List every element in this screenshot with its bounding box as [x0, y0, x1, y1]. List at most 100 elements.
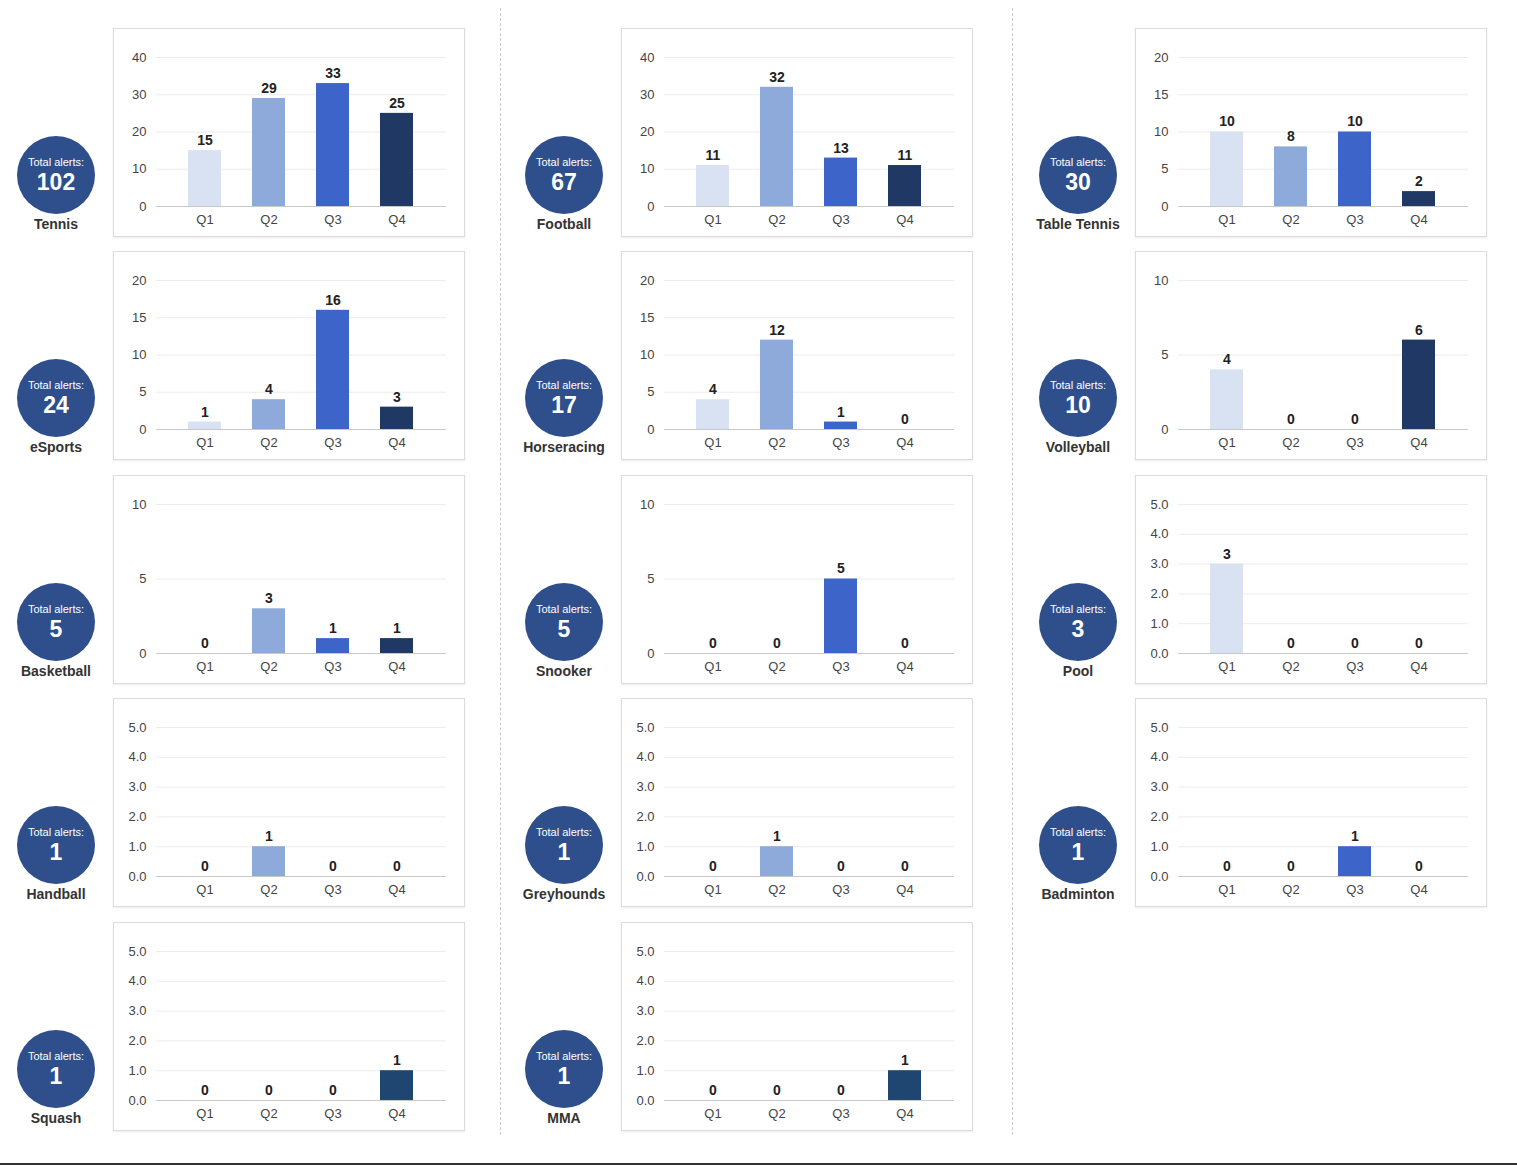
svg-text:5: 5 — [139, 571, 146, 586]
svg-text:1: 1 — [837, 404, 845, 420]
svg-text:Q2: Q2 — [260, 882, 277, 897]
svg-text:5: 5 — [1161, 161, 1168, 176]
svg-text:32: 32 — [769, 69, 785, 85]
svg-text:0: 0 — [265, 1082, 273, 1098]
svg-text:0: 0 — [901, 635, 909, 651]
svg-text:0: 0 — [1287, 411, 1295, 427]
svg-text:10: 10 — [1154, 124, 1168, 139]
svg-text:25: 25 — [389, 95, 405, 111]
svg-text:Q1: Q1 — [196, 212, 213, 227]
svg-text:Q1: Q1 — [196, 1106, 213, 1121]
svg-text:Q3: Q3 — [324, 212, 341, 227]
svg-text:20: 20 — [132, 124, 146, 139]
svg-text:0: 0 — [1223, 858, 1231, 874]
svg-text:0: 0 — [647, 199, 654, 214]
svg-text:Q1: Q1 — [1218, 212, 1235, 227]
svg-text:0: 0 — [329, 1082, 337, 1098]
svg-text:0.0: 0.0 — [636, 1093, 654, 1108]
svg-text:0: 0 — [1161, 422, 1168, 437]
svg-text:Q2: Q2 — [768, 882, 785, 897]
svg-text:10: 10 — [132, 497, 146, 512]
svg-text:33: 33 — [325, 65, 341, 81]
svg-text:0: 0 — [773, 635, 781, 651]
svg-text:Q1: Q1 — [1218, 659, 1235, 674]
svg-text:3: 3 — [265, 590, 273, 606]
svg-text:10: 10 — [1154, 273, 1168, 288]
svg-text:0.0: 0.0 — [128, 1093, 146, 1108]
svg-text:29: 29 — [261, 80, 277, 96]
svg-text:Q1: Q1 — [1218, 435, 1235, 450]
svg-text:Q4: Q4 — [388, 435, 405, 450]
svg-text:Q4: Q4 — [1410, 882, 1427, 897]
svg-text:Q3: Q3 — [1346, 659, 1363, 674]
svg-text:0.0: 0.0 — [1150, 646, 1168, 661]
svg-text:Q2: Q2 — [260, 435, 277, 450]
svg-text:Q4: Q4 — [1410, 435, 1427, 450]
svg-text:10: 10 — [132, 347, 146, 362]
svg-text:Q3: Q3 — [324, 882, 341, 897]
svg-text:Q3: Q3 — [832, 1106, 849, 1121]
svg-text:1: 1 — [265, 828, 273, 844]
svg-text:5: 5 — [1161, 347, 1168, 362]
svg-text:1: 1 — [901, 1052, 909, 1068]
svg-text:2.0: 2.0 — [1150, 586, 1168, 601]
svg-text:4.0: 4.0 — [636, 973, 654, 988]
svg-text:0: 0 — [1161, 199, 1168, 214]
svg-text:0: 0 — [1287, 858, 1295, 874]
svg-text:Q2: Q2 — [768, 659, 785, 674]
svg-text:Q4: Q4 — [388, 659, 405, 674]
svg-text:0: 0 — [709, 1082, 717, 1098]
svg-text:Q2: Q2 — [1282, 882, 1299, 897]
svg-text:3.0: 3.0 — [128, 779, 146, 794]
svg-text:0: 0 — [201, 635, 209, 651]
svg-text:1.0: 1.0 — [128, 839, 146, 854]
svg-text:16: 16 — [325, 292, 341, 308]
svg-text:0: 0 — [329, 858, 337, 874]
svg-text:Q2: Q2 — [260, 212, 277, 227]
svg-text:Q2: Q2 — [1282, 659, 1299, 674]
svg-text:1: 1 — [329, 620, 337, 636]
svg-text:Q1: Q1 — [1218, 882, 1235, 897]
svg-text:4.0: 4.0 — [128, 749, 146, 764]
svg-text:0: 0 — [901, 411, 909, 427]
svg-text:Q1: Q1 — [704, 1106, 721, 1121]
svg-text:4: 4 — [265, 381, 273, 397]
svg-text:5: 5 — [647, 571, 654, 586]
svg-text:Q1: Q1 — [704, 212, 721, 227]
svg-text:Q4: Q4 — [1410, 659, 1427, 674]
svg-text:0: 0 — [1415, 635, 1423, 651]
svg-text:Q3: Q3 — [1346, 212, 1363, 227]
svg-text:3.0: 3.0 — [128, 1003, 146, 1018]
svg-text:4: 4 — [1223, 351, 1231, 367]
svg-text:Q4: Q4 — [388, 212, 405, 227]
svg-text:0: 0 — [647, 646, 654, 661]
svg-text:3.0: 3.0 — [1150, 779, 1168, 794]
svg-text:3.0: 3.0 — [1150, 556, 1168, 571]
svg-text:10: 10 — [1219, 113, 1235, 129]
svg-text:0.0: 0.0 — [128, 869, 146, 884]
svg-text:5: 5 — [837, 560, 845, 576]
svg-text:1.0: 1.0 — [636, 1063, 654, 1078]
svg-text:Q1: Q1 — [196, 435, 213, 450]
svg-text:5: 5 — [647, 384, 654, 399]
svg-text:Q3: Q3 — [1346, 435, 1363, 450]
svg-text:Q3: Q3 — [324, 435, 341, 450]
svg-text:3.0: 3.0 — [636, 1003, 654, 1018]
svg-text:1: 1 — [201, 404, 209, 420]
svg-text:Q4: Q4 — [388, 882, 405, 897]
svg-text:0.0: 0.0 — [636, 869, 654, 884]
svg-text:4.0: 4.0 — [1150, 749, 1168, 764]
svg-text:0: 0 — [1351, 635, 1359, 651]
svg-text:2.0: 2.0 — [128, 809, 146, 824]
svg-text:Q2: Q2 — [768, 1106, 785, 1121]
svg-text:0: 0 — [139, 646, 146, 661]
svg-text:5.0: 5.0 — [636, 720, 654, 735]
svg-text:5.0: 5.0 — [128, 944, 146, 959]
svg-text:1: 1 — [393, 1052, 401, 1068]
svg-text:Q4: Q4 — [896, 212, 913, 227]
svg-text:2: 2 — [1415, 173, 1423, 189]
svg-text:Q4: Q4 — [1410, 212, 1427, 227]
svg-text:6: 6 — [1415, 322, 1423, 338]
svg-text:5.0: 5.0 — [1150, 497, 1168, 512]
svg-text:15: 15 — [197, 132, 213, 148]
